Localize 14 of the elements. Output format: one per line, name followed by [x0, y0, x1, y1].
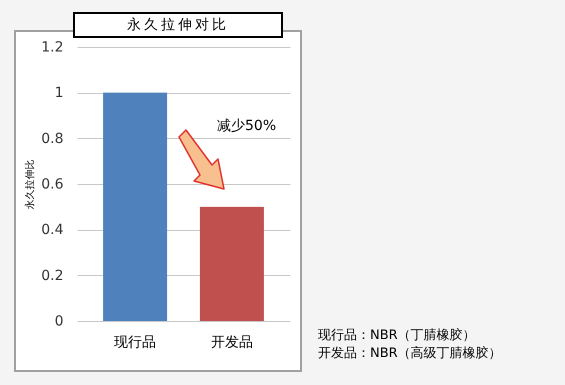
y-tick-label: 1.2 [41, 40, 64, 56]
x-tick-label: 现行品 [114, 334, 156, 350]
y-tick-label: 0 [54, 314, 64, 330]
text: 现行品：NBR（丁腈橡胶） [318, 327, 477, 345]
y-tick-label: 0.4 [41, 222, 64, 238]
x-tick-label: 开发品 [210, 334, 253, 350]
y-tick-label: 0.8 [41, 130, 64, 147]
text: 开发品：NBR（高级丁腈橡胶） [318, 345, 502, 363]
annotation: 减少50% [217, 118, 276, 134]
y-tick-label: 1 [54, 85, 64, 102]
y-axis-title: 永久拉伸比 [24, 160, 36, 210]
chart-title: 永久拉伸对比 [73, 12, 283, 38]
y-tick-label: 0.2 [41, 268, 64, 284]
y-tick-label: 0.6 [41, 176, 64, 192]
